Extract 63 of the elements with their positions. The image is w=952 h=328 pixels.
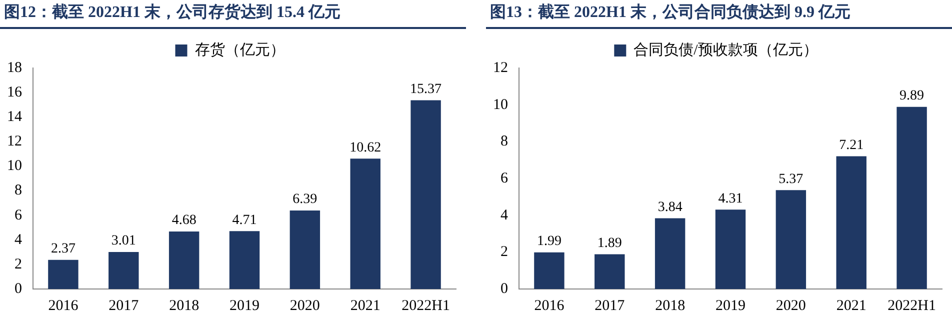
data-label: 3.84 [658,200,682,215]
y-tick-label: 4 [14,232,22,248]
y-tick-label: 0 [500,280,508,297]
data-label: 15.37 [410,82,442,97]
x-tick-label: 2016 [48,298,79,314]
x-tick-label: 2019 [716,298,746,314]
y-tick-label: 8 [500,134,508,150]
data-label: 4.31 [718,191,743,206]
x-tick-label: 2017 [594,298,626,314]
bar [776,190,806,289]
data-label: 5.37 [778,172,804,187]
x-tick-label: 2021 [350,298,380,314]
bar [654,218,686,289]
data-label: 1.89 [597,236,622,251]
bar [229,231,260,289]
y-tick-label: 2 [14,256,22,272]
y-tick-label: 6 [14,207,22,224]
x-tick-label: 2017 [108,298,140,314]
x-tick-label: 2018 [169,298,200,314]
bar [168,232,200,289]
y-tick-label: 2 [500,244,508,260]
x-tick-label: 2019 [230,298,260,314]
y-tick-label: 18 [7,60,22,76]
y-tick-label: 10 [7,158,22,174]
y-tick-label: 6 [500,170,508,186]
bar [594,254,625,289]
x-tick-label: 2016 [534,298,565,314]
bar [48,260,78,289]
y-tick-label: 12 [7,134,22,150]
chart-title: 图12：截至 2022H1 末，公司存货达到 15.4 亿元 [0,0,466,29]
data-label: 4.71 [232,212,257,228]
x-tick-label: 2021 [836,298,866,314]
bar [350,158,380,289]
data-label: 6.39 [292,192,318,208]
data-label: 1.99 [536,234,562,250]
y-tick-label: 14 [7,109,22,126]
bar [836,156,866,289]
bar [108,252,139,289]
bar [290,210,320,289]
x-tick-label: 2022H1 [888,298,936,314]
y-tick-label: 16 [7,84,22,100]
data-label: 2.37 [50,242,76,257]
y-tick-label: 0 [14,280,22,297]
x-tick-label: 2020 [776,298,806,314]
data-label: 7.21 [839,138,864,153]
bar [534,252,564,289]
data-label: 4.68 [172,213,196,228]
y-tick-label: 4 [500,207,508,224]
x-tick-label: 2020 [290,298,320,314]
chart-title: 图13：截至 2022H1 末，公司合同负债达到 9.9 亿元 [486,0,952,29]
legend-label: 存货（亿元） [194,41,285,58]
y-tick-label: 10 [493,96,508,113]
bar [410,100,441,289]
data-label: 3.01 [111,234,136,249]
x-tick-label: 2022H1 [402,298,450,314]
legend-label: 合同负债/预收款项（亿元） [634,41,818,58]
bar [896,106,927,289]
y-tick-label: 8 [14,182,22,199]
data-label: 10.62 [350,140,382,156]
y-tick-label: 12 [493,60,508,76]
x-tick-label: 2018 [655,298,686,314]
bar [715,210,746,289]
data-label: 9.89 [900,88,924,104]
